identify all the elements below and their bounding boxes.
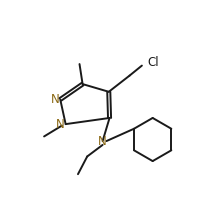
Text: N: N <box>50 93 59 106</box>
Text: N: N <box>98 135 107 148</box>
Text: Cl: Cl <box>147 56 159 69</box>
Text: N: N <box>56 118 65 131</box>
